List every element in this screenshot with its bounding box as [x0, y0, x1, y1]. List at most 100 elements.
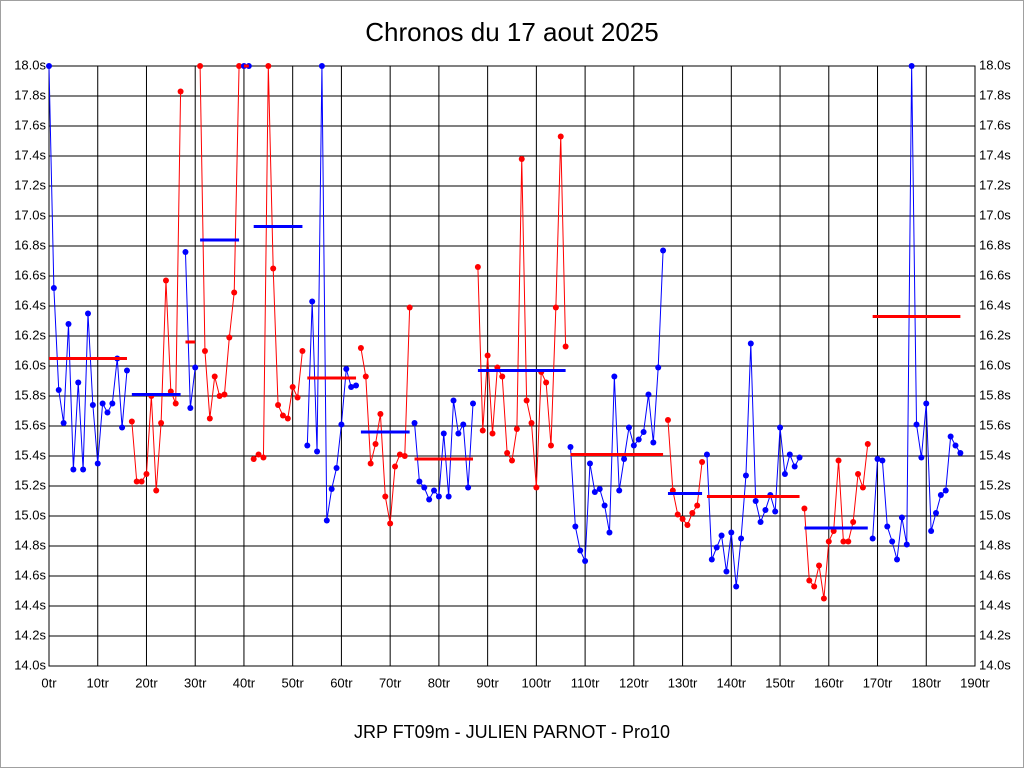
lap-point [908, 63, 915, 69]
lap-point [60, 420, 67, 426]
series-line [569, 250, 664, 562]
lap-point [859, 484, 866, 491]
lap-point [772, 508, 779, 515]
y-tick-label: 16.8s [14, 237, 46, 252]
lap-point [708, 556, 715, 563]
x-tick-label: 10tr [87, 675, 110, 690]
y-tick-label: 16.6s [14, 267, 46, 282]
y-tick-label: 18.0s [14, 57, 46, 72]
lap-point [289, 384, 296, 390]
lap-point [372, 441, 379, 447]
lap-point [674, 511, 681, 518]
lap-point [933, 510, 940, 516]
lap-point [601, 502, 608, 509]
lap-point [197, 63, 204, 69]
lap-point [348, 384, 355, 390]
lap-point [333, 465, 340, 471]
lap-point [884, 523, 891, 530]
lap-point [474, 264, 481, 270]
y-tick-label-right: 14.0s [979, 657, 1011, 672]
lap-point [236, 63, 243, 69]
lap-point [489, 430, 496, 437]
lap-point [362, 373, 369, 380]
y-tick-label: 14.6s [14, 567, 46, 582]
lap-point [377, 411, 384, 417]
lap-point [918, 454, 925, 461]
lap-point [367, 460, 374, 467]
lap-point [382, 493, 389, 500]
lap-point [586, 460, 593, 467]
lap-point [762, 507, 769, 513]
y-tick-label-right: 14.6s [979, 567, 1011, 582]
lap-point [416, 478, 423, 485]
y-tick-label-right: 14.8s [979, 537, 1011, 552]
lap-point [694, 502, 701, 509]
y-tick-label-right: 15.2s [979, 477, 1011, 492]
lap-point [957, 450, 964, 456]
lap-point [84, 310, 91, 317]
lap-point [625, 424, 632, 431]
lap-point [153, 487, 160, 494]
lap-point [304, 442, 311, 449]
lap-point [747, 340, 754, 347]
lap-point [279, 412, 286, 419]
lap-point [703, 451, 710, 458]
lap-point [138, 478, 145, 485]
lap-point [284, 415, 291, 422]
lap-point [231, 289, 238, 296]
lap-point [596, 486, 603, 492]
lap-point [752, 498, 759, 504]
lap-point [499, 373, 506, 380]
y-tick-label: 14.0s [14, 657, 46, 672]
lap-point [777, 424, 784, 431]
lap-point [630, 442, 637, 449]
y-tick-label: 16.0s [14, 357, 46, 372]
y-tick-label-right: 17.8s [979, 87, 1011, 102]
x-tick-label: 140tr [716, 675, 746, 690]
lap-point [216, 393, 223, 399]
lap-point [742, 472, 749, 479]
lap-point [786, 451, 793, 458]
lap-point [655, 364, 662, 371]
lap-point [460, 421, 467, 428]
y-tick-label-right: 15.8s [979, 387, 1011, 402]
lap-point [640, 429, 647, 435]
lap-point [211, 373, 218, 380]
y-tick-label-right: 16.6s [979, 267, 1011, 282]
y-tick-label-right: 15.4s [979, 447, 1011, 462]
lap-point [221, 391, 228, 398]
x-tick-label: 160tr [814, 675, 844, 690]
lap-point [314, 448, 321, 455]
x-tick-label: 100tr [522, 675, 552, 690]
lap-point [411, 420, 418, 426]
lap-point [845, 538, 852, 545]
lap-point [294, 394, 301, 401]
lap-point [338, 421, 345, 428]
lap-point [104, 409, 111, 416]
lap-point [591, 489, 598, 495]
lap-point [903, 541, 910, 548]
y-tick-label-right: 14.2s [979, 627, 1011, 642]
lap-point [275, 402, 282, 408]
y-tick-label-right: 15.6s [979, 417, 1011, 432]
lap-point [513, 426, 520, 432]
lap-point [353, 382, 360, 389]
lap-point [431, 487, 438, 494]
lap-point [582, 558, 589, 564]
y-tick-label-right: 18.0s [979, 57, 1011, 72]
y-tick-label-right: 16.0s [979, 357, 1011, 372]
y-tick-label: 14.4s [14, 597, 46, 612]
lap-point [187, 405, 194, 411]
lap-point [504, 450, 511, 456]
lap-point [323, 517, 330, 524]
lap-point [811, 583, 818, 590]
lap-point [309, 298, 316, 305]
y-tick-label: 15.6s [14, 417, 46, 432]
y-tick-label-right: 17.2s [979, 177, 1011, 192]
x-tick-label: 130tr [668, 675, 698, 690]
series-line [803, 443, 869, 599]
lap-point [699, 459, 706, 465]
lap-point [421, 484, 428, 491]
x-tick-label: 110tr [571, 675, 600, 690]
lap-point [119, 424, 126, 431]
